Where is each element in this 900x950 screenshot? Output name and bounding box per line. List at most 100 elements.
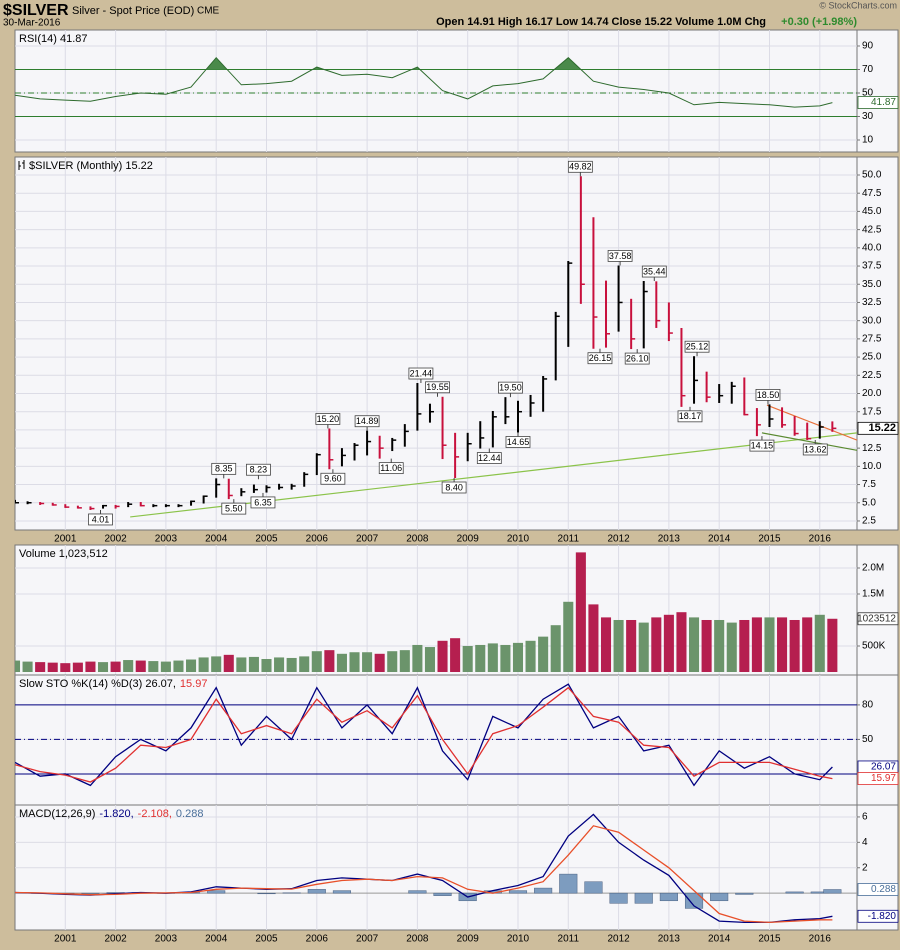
annotation-box (749, 439, 775, 452)
x-tick-label: 2007 (356, 534, 379, 545)
x-tick-label: 2005 (255, 534, 278, 545)
exchange: CME (197, 6, 220, 17)
x-tick-label: 2009 (457, 534, 480, 545)
volume-bar (487, 643, 498, 672)
annotation-box (441, 481, 467, 494)
histogram-bar (257, 892, 276, 895)
value-tag-label: 15.97 (871, 773, 896, 784)
y-tick-label: 2.5 (862, 516, 876, 527)
y-tick-label: 2 (862, 862, 868, 873)
x-tick-label: 2003 (155, 934, 178, 945)
value-tag-label: 26.07 (871, 762, 896, 773)
histogram-bar (534, 887, 553, 894)
volume-bar (739, 619, 750, 672)
volume-bar (437, 640, 448, 672)
x-tick-label: 2001 (54, 934, 77, 945)
volume-bar (676, 612, 687, 672)
x-tick-label: 2011 (558, 934, 580, 945)
x-tick-label: 2012 (607, 934, 630, 945)
panel-title: RSI(14) 41.87 (19, 33, 87, 45)
panel-background (14, 544, 899, 676)
histogram-bar (207, 890, 226, 894)
annotation-label: 37.58 (609, 251, 632, 261)
y-tick-label: 5.0 (862, 497, 876, 508)
annotation-box (221, 502, 247, 515)
volume-bar (286, 657, 297, 672)
volume-bar (362, 652, 373, 672)
histogram-bar (559, 873, 578, 894)
annotation-box (211, 462, 237, 475)
x-tick-label: 2004 (205, 534, 228, 545)
annotation-label: 26.15 (589, 353, 612, 363)
volume-bar (135, 660, 146, 672)
x-tick-label: 2012 (607, 534, 630, 545)
annotation-label: 35.44 (643, 266, 666, 276)
volume-bar (211, 656, 222, 672)
volume-bar (638, 622, 649, 672)
x-tick-label: 2002 (104, 534, 127, 545)
y-tick-label: 47.5 (862, 188, 882, 199)
histogram-bar (408, 890, 427, 894)
volume-bar (387, 651, 398, 672)
annotation-label: 8.23 (250, 465, 268, 475)
indicator-line (15, 825, 833, 924)
panel-background (14, 156, 899, 531)
x-tick-label: 2010 (507, 934, 530, 945)
plot-area (15, 545, 857, 675)
x-tick-label: 2009 (457, 934, 480, 945)
annotation-box (641, 265, 667, 278)
x-tick-label: 2013 (658, 934, 681, 945)
volume-bar (512, 642, 524, 672)
y-tick-label: 10 (862, 135, 874, 146)
annotation-box (476, 452, 502, 464)
volume-bar (60, 663, 71, 672)
volume-bar (349, 652, 360, 672)
annotation-box (88, 513, 113, 526)
volume-bar (198, 657, 209, 672)
y-tick-label: 37.5 (862, 261, 882, 272)
volume-bar (475, 644, 486, 672)
annotation-label: 11.06 (380, 463, 402, 473)
value-tag-label: 15.22 (868, 422, 896, 434)
histogram-bar (735, 892, 754, 895)
title-part: RSI(14) 41.87 (19, 33, 87, 45)
y-tick-label: 27.5 (862, 334, 882, 345)
histogram-bar (710, 892, 729, 902)
volume-bar (689, 617, 700, 672)
plot-area (15, 805, 857, 930)
volume-bar (123, 660, 134, 672)
annotation-box (408, 367, 434, 380)
ohlc-icon (18, 160, 25, 170)
x-tick-label: 2003 (155, 534, 178, 545)
y-tick-label: 45.0 (862, 206, 882, 217)
volume-bar (450, 638, 461, 672)
volume-bar (72, 662, 83, 672)
date: 30-Mar-2016 (3, 18, 61, 29)
volume-bar (538, 636, 549, 672)
volume-bar (299, 656, 310, 672)
annotation-box (315, 413, 341, 425)
volume-bar (85, 661, 96, 672)
annotation-label: 12.44 (478, 453, 501, 463)
volume-bar (462, 645, 473, 672)
annotation-label: 5.50 (225, 503, 243, 513)
value-tag-label: 41.87 (871, 97, 896, 108)
overbought-fill (15, 57, 833, 70)
title-part: Volume 1,023,512 (19, 548, 108, 560)
watermark: © StockCharts.com (819, 0, 897, 10)
trendline (761, 432, 857, 451)
annotation-label: 19.50 (499, 383, 522, 393)
volume-bar (236, 657, 247, 672)
annotation-label: 13.62 (804, 444, 827, 454)
panel-title: Volume 1,023,512 (19, 548, 108, 560)
y-tick-label: 32.5 (862, 297, 882, 308)
annotation-box (802, 443, 828, 456)
annotation-label: 8.40 (445, 482, 463, 492)
y-tick-label: 22.5 (862, 370, 882, 381)
volume-bar (261, 658, 272, 672)
volume-bar (802, 617, 813, 672)
histogram-bar (823, 889, 842, 894)
plot-frame (14, 156, 858, 531)
annotation-box (607, 250, 633, 262)
